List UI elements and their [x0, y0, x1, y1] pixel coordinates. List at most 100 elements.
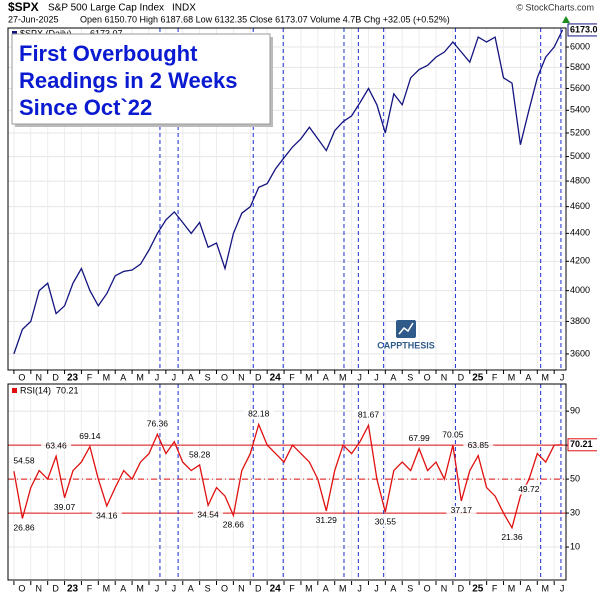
- label-bg: [243, 409, 274, 420]
- x-tick-label: F: [492, 583, 498, 593]
- x-tick-label: J: [155, 372, 160, 382]
- x-tick-label: D: [458, 583, 465, 593]
- label-bg: [370, 517, 401, 528]
- data-label-text: 63.85: [468, 440, 490, 450]
- x-tick-label: D: [458, 372, 465, 382]
- x-tick-label: N: [441, 372, 448, 382]
- x-tick-label: M: [305, 372, 313, 382]
- x-tick-label: 24: [270, 373, 282, 384]
- x-tick-label: M: [103, 372, 111, 382]
- x-tick-label: D: [52, 372, 59, 382]
- data-label: 67.99: [404, 433, 435, 444]
- data-label: 54.58: [9, 456, 39, 467]
- data-label: 30.55: [370, 516, 401, 528]
- y-tick-label: 4400: [570, 228, 590, 238]
- data-label-text: 37.17: [451, 505, 473, 515]
- x-tick-label: M: [542, 372, 550, 382]
- copyright: © StockCharts.com: [516, 2, 594, 12]
- data-label: 26.86: [9, 523, 39, 534]
- data-label: 69.14: [74, 431, 105, 442]
- y-tick-label: 30: [570, 507, 580, 517]
- data-label: 31.29: [311, 515, 342, 526]
- x-tick-label: O: [424, 583, 431, 593]
- price-legend: $SPX (Daily): [20, 28, 72, 38]
- label-bg: [446, 505, 477, 516]
- x-tick-label: N: [238, 583, 245, 593]
- x-tick-label: M: [339, 583, 347, 593]
- x-tick-label: N: [36, 372, 43, 382]
- x-tick-label: M: [136, 372, 144, 382]
- x-tick-label: J: [374, 583, 379, 593]
- label-bg: [9, 523, 39, 534]
- x-tick-label: M: [136, 583, 144, 593]
- logo-icon-line: [398, 322, 414, 335]
- x-tick-label: A: [390, 372, 396, 382]
- data-label: 28.66: [218, 520, 249, 531]
- x-tick-label: J: [357, 583, 362, 593]
- data-label-text: 34.54: [197, 510, 219, 520]
- rsi-legend-value: 70.21: [56, 385, 79, 395]
- data-label-text: 49.72: [518, 484, 540, 494]
- data-label-text: 81.67: [358, 410, 380, 420]
- x-tick-label: M: [542, 583, 550, 593]
- x-tick-label: A: [188, 372, 194, 382]
- x-tick-label: N: [238, 372, 245, 382]
- logo-text: CAPPTHESIS: [377, 340, 435, 350]
- x-tick-label: J: [357, 372, 362, 382]
- x-tick-label: F: [289, 583, 295, 593]
- x-tick-label: M: [508, 583, 516, 593]
- data-label-text: 54.58: [13, 456, 35, 466]
- y-tick-label: 6000: [570, 41, 590, 51]
- x-tick-label: D: [255, 583, 262, 593]
- x-tick-label: M: [305, 583, 313, 593]
- data-label-text: 26.86: [13, 523, 35, 533]
- x-tick-label: N: [36, 583, 43, 593]
- last-value: 6173.07: [570, 24, 597, 34]
- data-label-text: 58.28: [189, 449, 211, 459]
- label-bg: [513, 484, 544, 495]
- data-label: 70.05: [437, 429, 468, 441]
- x-tick-label: 24: [270, 584, 282, 595]
- x-tick-label: M: [339, 372, 347, 382]
- last-value-box: [567, 438, 597, 452]
- title-line: First Overbought: [19, 41, 198, 66]
- x-tick-label: S: [407, 583, 413, 593]
- label-bg: [311, 515, 342, 526]
- data-label-text: 63.46: [45, 441, 67, 451]
- x-tick-label: M: [103, 583, 111, 593]
- last-value-box: [567, 23, 597, 37]
- x-tick-label: J: [560, 583, 565, 593]
- title-line: Since Oct`22: [19, 95, 152, 120]
- y-tick-label: 5800: [570, 62, 590, 72]
- data-label: 34.16: [91, 510, 122, 522]
- price-legend-value: 6173.07: [90, 28, 123, 38]
- x-tick-label: O: [18, 583, 25, 593]
- data-label: 34.54: [193, 510, 224, 521]
- symbol: $SPX: [8, 0, 39, 14]
- up-arrow: [562, 16, 570, 23]
- y-tick-label: 4200: [570, 256, 590, 266]
- label-bg: [437, 430, 468, 441]
- x-tick-label: 23: [67, 373, 79, 384]
- index-name: S&P 500 Large Cap Index: [48, 3, 164, 14]
- label-bg: [463, 440, 494, 451]
- x-tick-label: A: [323, 372, 329, 382]
- data-label-text: 69.14: [79, 431, 101, 441]
- data-label: 63.85: [463, 440, 494, 451]
- title-line: Readings in 2 Weeks: [19, 68, 237, 93]
- last-value: 70.21: [570, 439, 593, 449]
- y-tick-label: 4600: [570, 201, 590, 211]
- title-box: [11, 33, 271, 125]
- y-tick-label: 50: [570, 473, 580, 483]
- x-tick-label: F: [87, 583, 93, 593]
- label-bg: [353, 410, 384, 421]
- data-label: 81.67: [353, 410, 384, 421]
- x-tick-label: A: [390, 583, 396, 593]
- x-tick-label: F: [492, 372, 498, 382]
- x-tick-label: F: [87, 372, 93, 382]
- data-label-text: 34.16: [96, 510, 118, 520]
- x-tick-label: A: [188, 583, 194, 593]
- data-label-text: 76.36: [147, 419, 169, 429]
- legend-swatch: [12, 388, 17, 393]
